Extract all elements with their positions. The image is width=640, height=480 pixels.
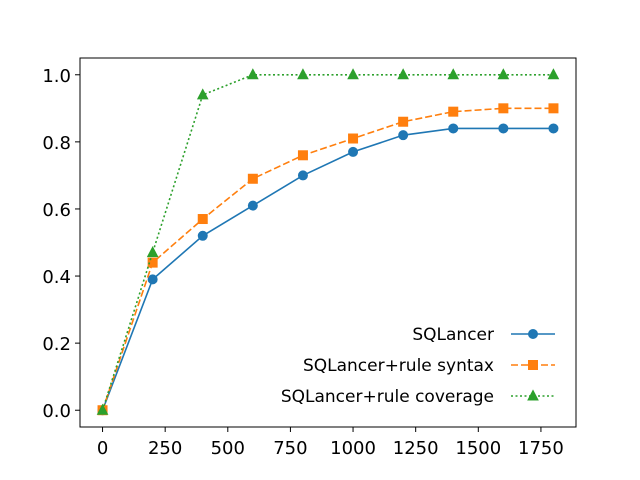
legend-item: SQLancer+rule coverage xyxy=(281,387,555,407)
series-line xyxy=(101,127,554,411)
x-tick-label: 1500 xyxy=(455,438,501,459)
data-point xyxy=(147,257,158,268)
series-line xyxy=(101,73,554,411)
data-point xyxy=(448,123,459,134)
series-2 xyxy=(97,103,559,416)
data-point xyxy=(448,106,459,117)
x-tick-label: 750 xyxy=(273,438,307,459)
x-tick-label: 250 xyxy=(148,438,182,459)
legend-marker xyxy=(528,329,538,339)
data-point xyxy=(196,88,209,100)
series-layer xyxy=(96,68,560,416)
y-tick-label: 0.4 xyxy=(42,267,71,288)
data-point xyxy=(548,103,559,114)
y-tick-label: 1.0 xyxy=(42,66,71,87)
data-point xyxy=(197,230,208,241)
x-axis: 0 250 500 750 1000 1250 1500 1750 xyxy=(97,427,564,459)
legend-item: SQLancer+rule syntax xyxy=(303,356,555,376)
plot-frame xyxy=(79,57,577,428)
x-tick-label: 500 xyxy=(211,438,245,459)
legend-label: SQLancer xyxy=(412,325,494,345)
data-point xyxy=(247,200,258,211)
data-point xyxy=(297,170,308,181)
data-point xyxy=(498,103,509,114)
series-line xyxy=(101,107,554,411)
legend-marker xyxy=(528,360,538,370)
series-1 xyxy=(97,123,559,416)
data-point xyxy=(548,123,559,134)
data-point xyxy=(498,123,509,134)
data-point xyxy=(197,214,208,225)
data-point xyxy=(447,68,460,80)
data-point xyxy=(247,68,259,80)
data-point xyxy=(297,68,309,80)
data-point xyxy=(297,150,308,161)
x-tick-label: 1000 xyxy=(330,438,376,459)
y-tick-label: 0.6 xyxy=(42,200,71,221)
data-point xyxy=(247,173,258,184)
legend: SQLancer SQLancer+rule syntax SQLancer+rul… xyxy=(281,325,555,407)
data-point xyxy=(96,403,109,415)
y-tick-label: 0.0 xyxy=(42,401,71,422)
y-tick-label: 0.2 xyxy=(42,334,71,355)
data-point xyxy=(347,68,359,80)
legend-label: SQLancer+rule coverage xyxy=(281,387,494,407)
x-tick-label: 1750 xyxy=(518,438,564,459)
legend-label: SQLancer+rule syntax xyxy=(303,356,494,376)
data-point xyxy=(147,274,158,285)
x-tick-label: 0 xyxy=(97,438,108,459)
y-tick-label: 0.8 xyxy=(42,133,71,154)
data-point xyxy=(348,146,359,157)
plot-area xyxy=(79,57,577,428)
data-point xyxy=(398,116,409,127)
data-point xyxy=(547,68,560,80)
data-point xyxy=(397,68,409,80)
x-tick-label: 1250 xyxy=(393,438,439,459)
data-point xyxy=(146,245,159,258)
legend-item: SQLancer xyxy=(412,325,555,345)
legend-marker xyxy=(527,389,539,401)
y-axis: 0.0 0.2 0.4 0.6 0.8 1.0 xyxy=(42,66,80,422)
data-point xyxy=(398,130,409,141)
series-3 xyxy=(96,68,560,415)
data-point xyxy=(497,68,510,80)
data-point xyxy=(348,133,359,144)
